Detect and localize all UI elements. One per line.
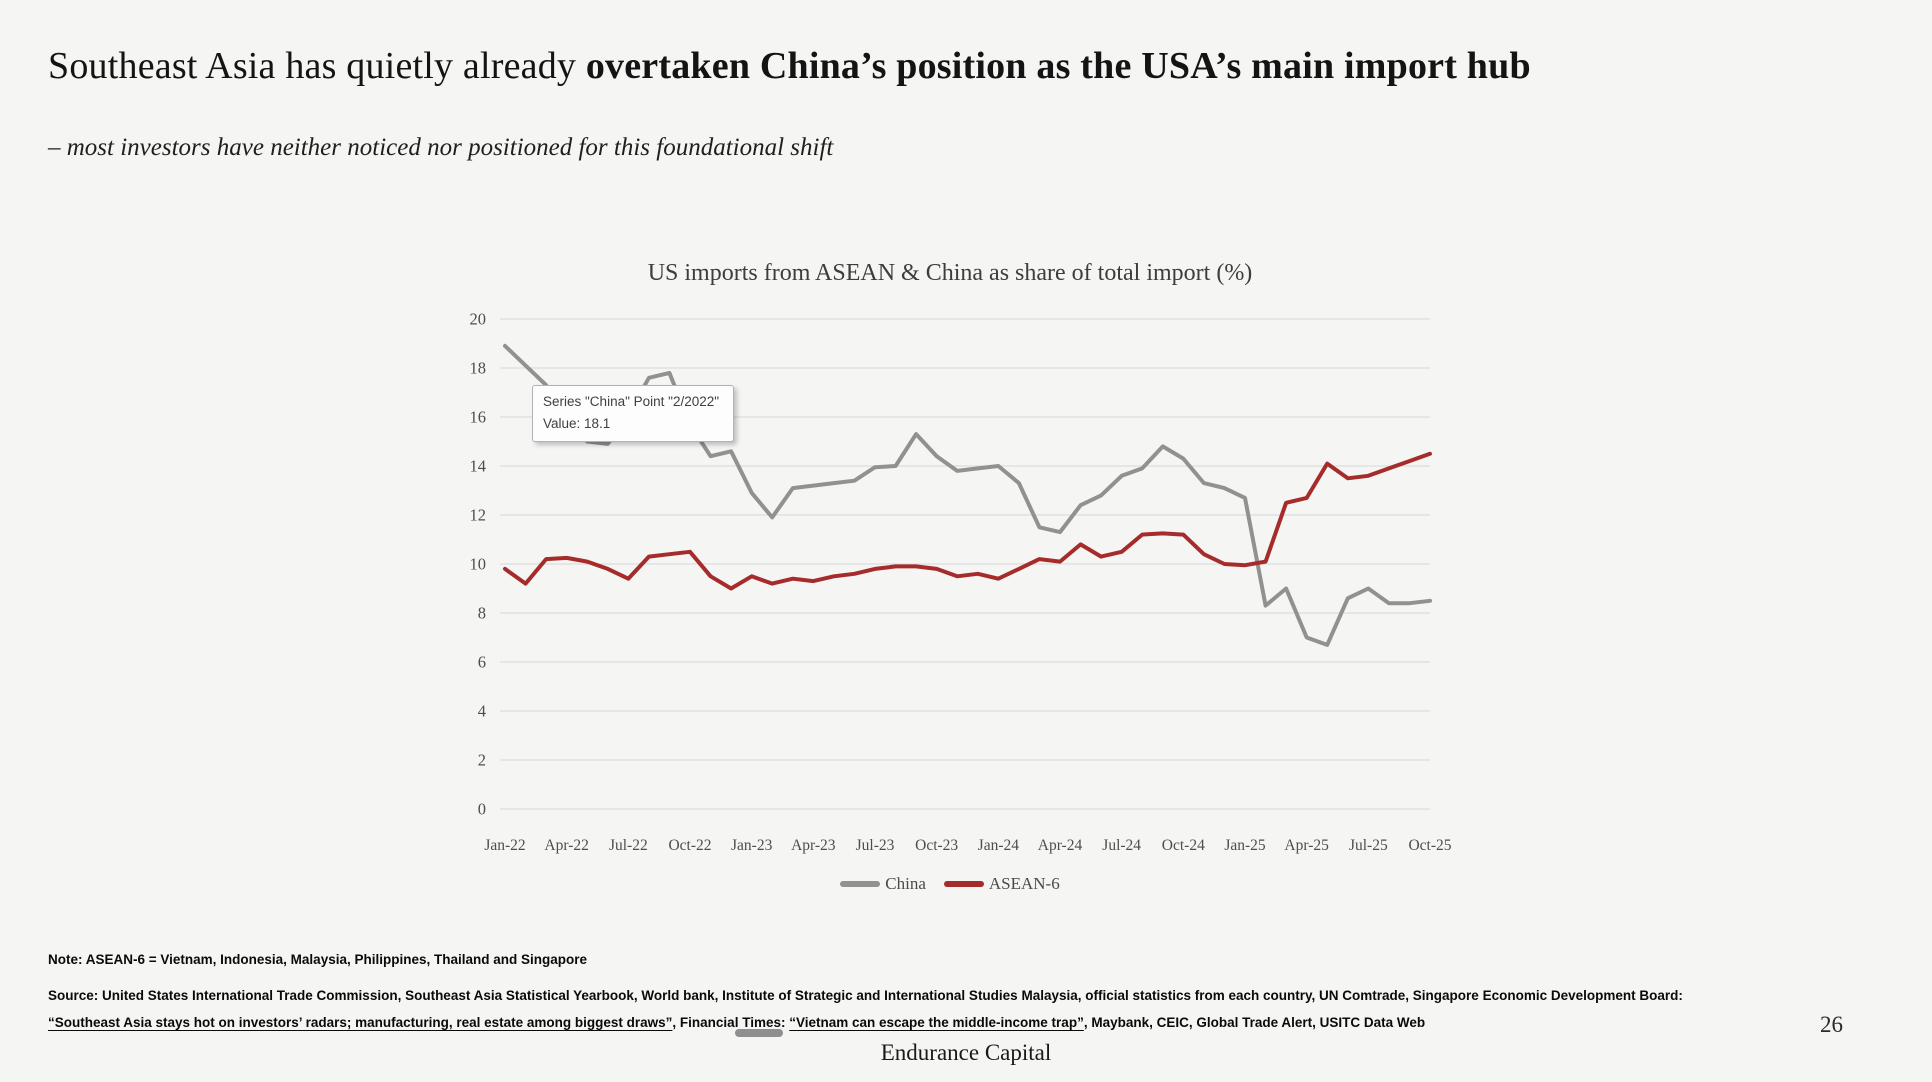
title-bold-part: overtaken China’s position as the USA’s … [585,45,1531,87]
legend-label-asean: ASEAN-6 [988,874,1060,893]
svg-text:18: 18 [470,359,487,378]
svg-text:Jul-25: Jul-25 [1349,837,1388,854]
svg-text:Jan-24: Jan-24 [978,837,1020,854]
svg-text:Jul-22: Jul-22 [609,837,648,854]
page-title: Southeast Asia has quietly already overt… [48,44,1531,88]
svg-text:16: 16 [470,408,487,427]
source-line-2: “Southeast Asia stays hot on investors’ … [48,1015,1425,1030]
svg-text:0: 0 [478,800,486,819]
svg-text:Apr-22: Apr-22 [544,837,588,854]
svg-text:10: 10 [470,555,487,574]
svg-text:2: 2 [478,751,486,770]
page-subtitle: – most investors have neither noticed no… [48,134,834,161]
svg-text:Jan-25: Jan-25 [1224,837,1266,854]
svg-text:Jul-23: Jul-23 [856,837,895,854]
chart-tooltip: Series "China" Point "2/2022" Value: 18.… [532,385,735,443]
footer-brand: Endurance Capital [880,1040,1052,1065]
note-text: Note: ASEAN-6 = Vietnam, Indonesia, Mala… [48,952,587,967]
source-link-1[interactable]: “Southeast Asia stays hot on investors’ … [48,1015,673,1030]
svg-text:4: 4 [478,702,486,721]
svg-text:Jan-22: Jan-22 [484,837,525,854]
svg-text:Oct-22: Oct-22 [668,837,711,854]
tooltip-series-line: Series "China" Point "2/2022" [543,394,720,409]
svg-text:Apr-23: Apr-23 [791,837,836,854]
svg-text:Jul-24: Jul-24 [1102,837,1141,854]
svg-text:20: 20 [470,310,487,329]
page-number: 26 [1820,1012,1843,1037]
source-line-2-end: , Maybank, CEIC, Global Trade Alert, USI… [1083,1015,1426,1030]
source-line-1: Source: United States International Trad… [48,988,1683,1003]
source-link-2[interactable]: “Vietnam can escape the middle-income tr… [789,1015,1084,1030]
tooltip-value-line: Value: 18.1 [543,415,611,431]
svg-text:14: 14 [470,457,487,476]
svg-text:Oct-24: Oct-24 [1162,837,1205,854]
legend-label-china: China [885,874,926,893]
legend-swatch-asean [943,881,984,887]
svg-text:12: 12 [470,506,487,525]
svg-text:8: 8 [478,604,486,623]
svg-text:Oct-23: Oct-23 [915,837,958,854]
svg-text:Apr-25: Apr-25 [1284,837,1329,854]
chart-canvas[interactable]: 0 2 4 6 8 10 12 14 16 18 20 Jan-22 Apr-22 Jul-22 Oct-2… [420,252,1480,892]
chart-title: US imports from ASEAN & China as share o… [647,260,1253,286]
legend-swatch-china [840,881,881,887]
svg-text:Apr-24: Apr-24 [1038,837,1083,854]
title-regular-part: Southeast Asia has quietly already [48,45,586,87]
source-line-2-mid: , Financial Times: [672,1015,790,1030]
chart-legend: China ASEAN-6 [420,872,1480,896]
svg-text:Jan-23: Jan-23 [731,837,773,854]
scroll-thumb-artifact [735,1029,783,1037]
svg-text:6: 6 [478,653,486,672]
svg-text:Oct-25: Oct-25 [1408,837,1451,854]
